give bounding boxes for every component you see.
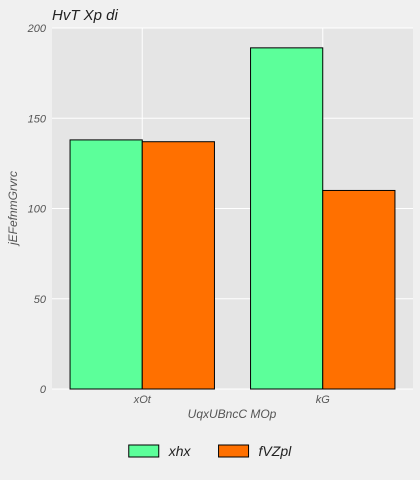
y-axis-label: jEFefnmGrvrc bbox=[6, 171, 20, 247]
legend-label-xhx: xhx bbox=[168, 443, 192, 459]
y-tick-label: 200 bbox=[27, 23, 47, 35]
legend-label-fVZpl: fVZpl bbox=[259, 443, 293, 459]
bar-fVZpl-xOt bbox=[141, 141, 215, 390]
bars-group bbox=[69, 47, 396, 390]
x-axis-label: UqxUBncC MOp bbox=[188, 407, 277, 421]
legend-swatch-xhx bbox=[128, 444, 160, 458]
y-tick-label: 0 bbox=[40, 384, 47, 396]
y-tick-labels: 0 50 100 150 200 bbox=[27, 23, 47, 396]
y-tick-label: 150 bbox=[28, 113, 47, 125]
bar-xhx-kG bbox=[250, 47, 324, 390]
chart-title: HvT Xp di bbox=[52, 7, 119, 24]
x-tick-labels: xOt kG bbox=[133, 394, 331, 406]
y-tick-label: 50 bbox=[34, 294, 47, 306]
bar-xhx-xOt bbox=[69, 139, 143, 390]
y-tick-label: 100 bbox=[28, 204, 47, 216]
legend: xhx fVZpl bbox=[128, 443, 293, 459]
legend-swatch-fVZpl bbox=[218, 444, 250, 458]
x-tick-label: xOt bbox=[133, 394, 152, 406]
bar-fVZpl-kG bbox=[322, 189, 396, 390]
x-tick-label: kG bbox=[316, 394, 331, 406]
